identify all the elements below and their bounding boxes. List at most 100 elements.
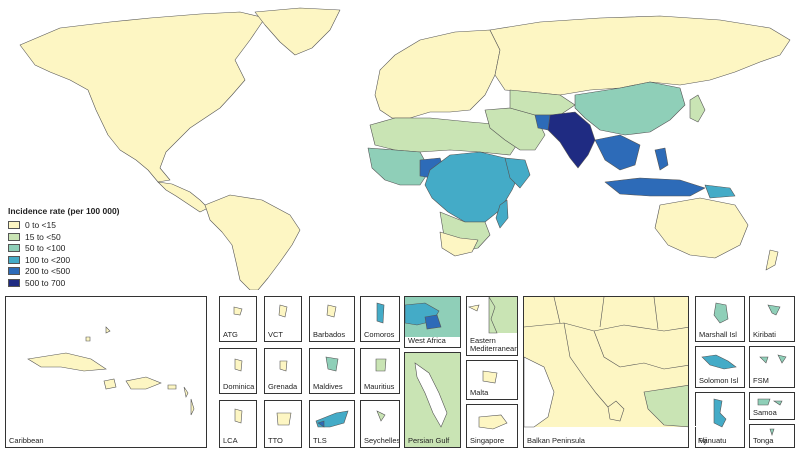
inset-label: Marshall Isl xyxy=(699,330,737,339)
legend-label: 0 to <15 xyxy=(25,220,56,230)
balkan-peninsula-map xyxy=(524,297,688,428)
inset-label: Barbados xyxy=(313,330,346,339)
lca-map xyxy=(234,408,243,424)
tls-map xyxy=(315,410,349,428)
comoros-map xyxy=(376,302,385,324)
inset-label: Vanuatu xyxy=(699,436,727,445)
map-legend: Incidence rate (per 100 000) 0 to <15 15… xyxy=(8,207,120,289)
inset-label: TTO xyxy=(268,436,283,445)
tonga-map xyxy=(769,428,775,436)
samoa-map xyxy=(757,398,783,406)
inset-label: LCA xyxy=(223,436,238,445)
india xyxy=(547,111,596,169)
inset-label: Grenada xyxy=(268,382,298,391)
inset-dominica: Dominica xyxy=(219,348,257,394)
inset-malta: Malta xyxy=(466,360,518,400)
west-africa xyxy=(367,147,431,186)
legend-item: 0 to <15 xyxy=(8,220,120,232)
inset-label: Balkan Peninsula xyxy=(527,436,585,445)
inset-label: Malta xyxy=(470,388,489,397)
indonesia xyxy=(604,177,706,197)
barbados-map xyxy=(326,304,337,318)
inset-label: West Africa xyxy=(408,336,446,345)
inset-label: Comoros xyxy=(364,330,395,339)
legend-swatch xyxy=(8,232,20,241)
inset-label: Tonga xyxy=(753,436,774,445)
inset-seychelles: Seychelles xyxy=(360,400,400,448)
seychelles-map xyxy=(376,410,386,422)
legend-item: 200 to <500 xyxy=(8,266,120,278)
inset-atg: ATG xyxy=(219,296,257,342)
inset-label: TLS xyxy=(313,436,327,445)
inset-label: Seychelles xyxy=(364,436,400,445)
legend-swatch xyxy=(8,244,20,253)
inset-label: ATG xyxy=(223,330,238,339)
inset-solomon-isl: Solomon Isl xyxy=(695,346,745,388)
fsm-map xyxy=(759,354,787,364)
inset-tto: TTO xyxy=(264,400,302,448)
west-africa-map xyxy=(405,297,460,337)
south-africa xyxy=(439,231,479,257)
inset-samoa: Samoa xyxy=(749,392,795,420)
inset-persian-gulf: Persian Gulf xyxy=(404,352,461,448)
legend-label: 200 to <500 xyxy=(25,266,71,276)
vanuatu-map xyxy=(713,398,727,428)
inset-fsm: FSM xyxy=(749,346,795,388)
grenada-map xyxy=(279,360,288,372)
inset-kiribati: Kiribati xyxy=(749,296,795,342)
legend-item: 100 to <200 xyxy=(8,254,120,266)
solomon-isl-map xyxy=(701,354,737,370)
inset-grenada: Grenada xyxy=(264,348,302,394)
inset-label: FSM xyxy=(753,376,769,385)
inset-fiji-anchor xyxy=(695,426,696,427)
legend-item: 500 to 700 xyxy=(8,277,120,289)
inset-comoros: Comoros xyxy=(360,296,400,342)
eastern-mediterranean-map xyxy=(468,297,517,334)
legend-item: 50 to <100 xyxy=(8,243,120,255)
dominica-map xyxy=(234,358,243,372)
inset-vct: VCT xyxy=(264,296,302,342)
malta-map xyxy=(482,370,498,384)
legend-swatch xyxy=(8,221,20,230)
new-zealand xyxy=(765,249,779,271)
vct-map xyxy=(278,304,288,318)
legend-title: Incidence rate (per 100 000) xyxy=(8,206,120,216)
russia xyxy=(489,15,791,96)
papua xyxy=(704,184,736,199)
inset-label: Maldives xyxy=(313,382,343,391)
philippines xyxy=(654,147,669,171)
persian-gulf-map xyxy=(405,353,460,447)
marshall-isl-map xyxy=(713,302,729,324)
australia xyxy=(654,197,749,259)
singapore-map xyxy=(478,414,508,430)
inset-barbados: Barbados xyxy=(309,296,355,342)
inset-label: Caribbean xyxy=(9,436,44,445)
greenland xyxy=(254,7,341,56)
caribbean-map xyxy=(27,326,195,416)
inset-west-africa: West Africa xyxy=(404,296,461,348)
japan xyxy=(689,94,706,123)
legend-label: 100 to <200 xyxy=(25,254,71,265)
world-map xyxy=(19,7,791,290)
inset-label: Singapore xyxy=(470,436,505,445)
atg-map xyxy=(233,306,243,316)
inset-eastern-mediterranean: Eastern Mediterranean xyxy=(466,296,518,356)
south-america xyxy=(204,194,301,290)
inset-singapore: Singapore xyxy=(466,404,518,448)
inset-label: Fiji xyxy=(698,436,708,445)
tto-map xyxy=(276,412,292,426)
madagascar xyxy=(495,199,509,229)
inset-label: Kiribati xyxy=(753,330,776,339)
inset-maldives: Maldives xyxy=(309,348,355,394)
north-america xyxy=(19,11,266,183)
inset-tls: TLS xyxy=(309,400,355,448)
inset-balkan-peninsula: Balkan Peninsula xyxy=(523,296,689,448)
legend-label: 500 to 700 xyxy=(25,277,66,288)
inset-lca: LCA xyxy=(219,400,257,448)
kiribati-map xyxy=(767,304,781,316)
legend-label: 15 to <50 xyxy=(25,231,61,242)
europe xyxy=(374,29,501,119)
legend-label: 50 to <100 xyxy=(25,243,66,253)
maldives-map xyxy=(325,356,339,372)
horn-of-africa xyxy=(504,157,531,189)
